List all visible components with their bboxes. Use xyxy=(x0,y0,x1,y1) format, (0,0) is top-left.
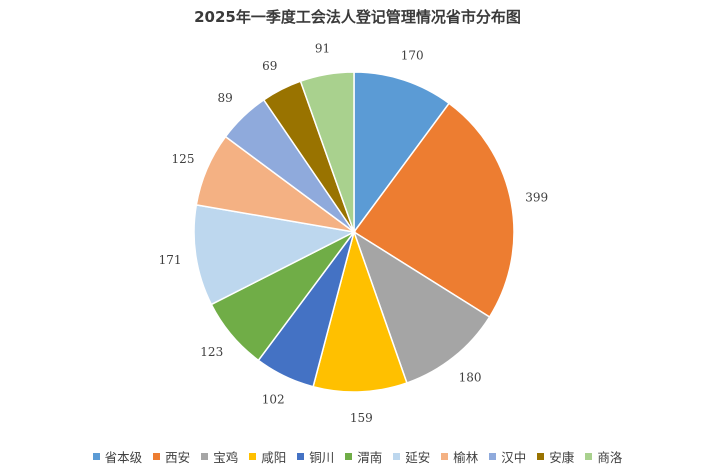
legend-swatch xyxy=(153,453,161,460)
legend-label: 榆林 xyxy=(453,450,479,465)
data-label-汉中: 89 xyxy=(217,91,232,105)
legend-swatch xyxy=(489,453,497,460)
legend-swatch xyxy=(441,453,449,460)
data-label-铜川: 102 xyxy=(262,393,285,407)
legend-item-西安: 西安 xyxy=(153,447,190,466)
legend-item-商洛: 商洛 xyxy=(585,447,622,466)
legend-label: 铜川 xyxy=(309,450,335,465)
data-label-榆林: 125 xyxy=(172,152,195,166)
chart-title: 2025年一季度工会法人登记管理情况省市分布图 xyxy=(194,8,521,26)
legend-item-省本级: 省本级 xyxy=(92,447,143,466)
legend-item-咸阳: 咸阳 xyxy=(249,447,286,466)
legend-label: 渭南 xyxy=(357,450,383,465)
legend-swatch xyxy=(585,453,593,460)
legend-swatch xyxy=(201,453,209,460)
legend-label: 西安 xyxy=(165,450,191,465)
pie-slice-西安 xyxy=(352,102,515,318)
pie-slice-延安 xyxy=(193,204,357,306)
legend-item-渭南: 渭南 xyxy=(345,447,382,466)
pie-slice-咸阳 xyxy=(312,229,408,393)
legend-item-宝鸡: 宝鸡 xyxy=(201,447,238,466)
legend-item-汉中: 汉中 xyxy=(489,447,526,466)
pie-slice-宝鸡 xyxy=(352,230,491,384)
pie-slice-商洛 xyxy=(299,71,355,233)
data-label-渭南: 123 xyxy=(200,345,223,359)
legend-item-榆林: 榆林 xyxy=(441,447,478,466)
legend-swatch xyxy=(393,453,401,460)
legend-swatch xyxy=(297,453,305,460)
legend-item-安康: 安康 xyxy=(537,447,574,466)
legend-item-铜川: 铜川 xyxy=(297,447,334,466)
data-label-安康: 69 xyxy=(262,59,277,73)
data-label-省本级: 170 xyxy=(401,48,424,62)
legend-label: 安康 xyxy=(549,450,575,465)
data-label-延安: 171 xyxy=(159,253,182,267)
data-label-西安: 399 xyxy=(525,190,548,204)
legend-swatch xyxy=(249,453,257,460)
legend-item-延安: 延安 xyxy=(393,447,430,466)
data-label-宝鸡: 180 xyxy=(459,370,482,384)
legend-label: 商洛 xyxy=(597,450,623,465)
legend-swatch xyxy=(92,453,100,460)
legend-label: 咸阳 xyxy=(261,450,287,465)
data-label-商洛: 91 xyxy=(315,42,330,56)
legend-label: 宝鸡 xyxy=(213,450,239,465)
legend-label: 延安 xyxy=(405,450,431,465)
legend-swatch xyxy=(345,453,353,460)
legend-label: 汉中 xyxy=(501,450,527,465)
data-label-咸阳: 159 xyxy=(350,411,373,425)
chart-legend: 省本级 西安 宝鸡 咸阳 铜川 渭南 延安 榆林 汉中 安康 商洛 xyxy=(0,447,715,466)
legend-swatch xyxy=(537,453,545,460)
legend-label: 省本级 xyxy=(104,450,143,465)
pie-slice-省本级 xyxy=(353,71,451,235)
